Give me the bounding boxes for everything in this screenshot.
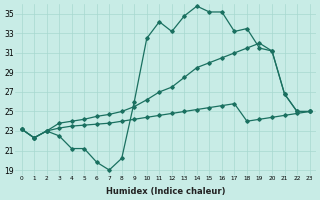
- X-axis label: Humidex (Indice chaleur): Humidex (Indice chaleur): [106, 187, 225, 196]
